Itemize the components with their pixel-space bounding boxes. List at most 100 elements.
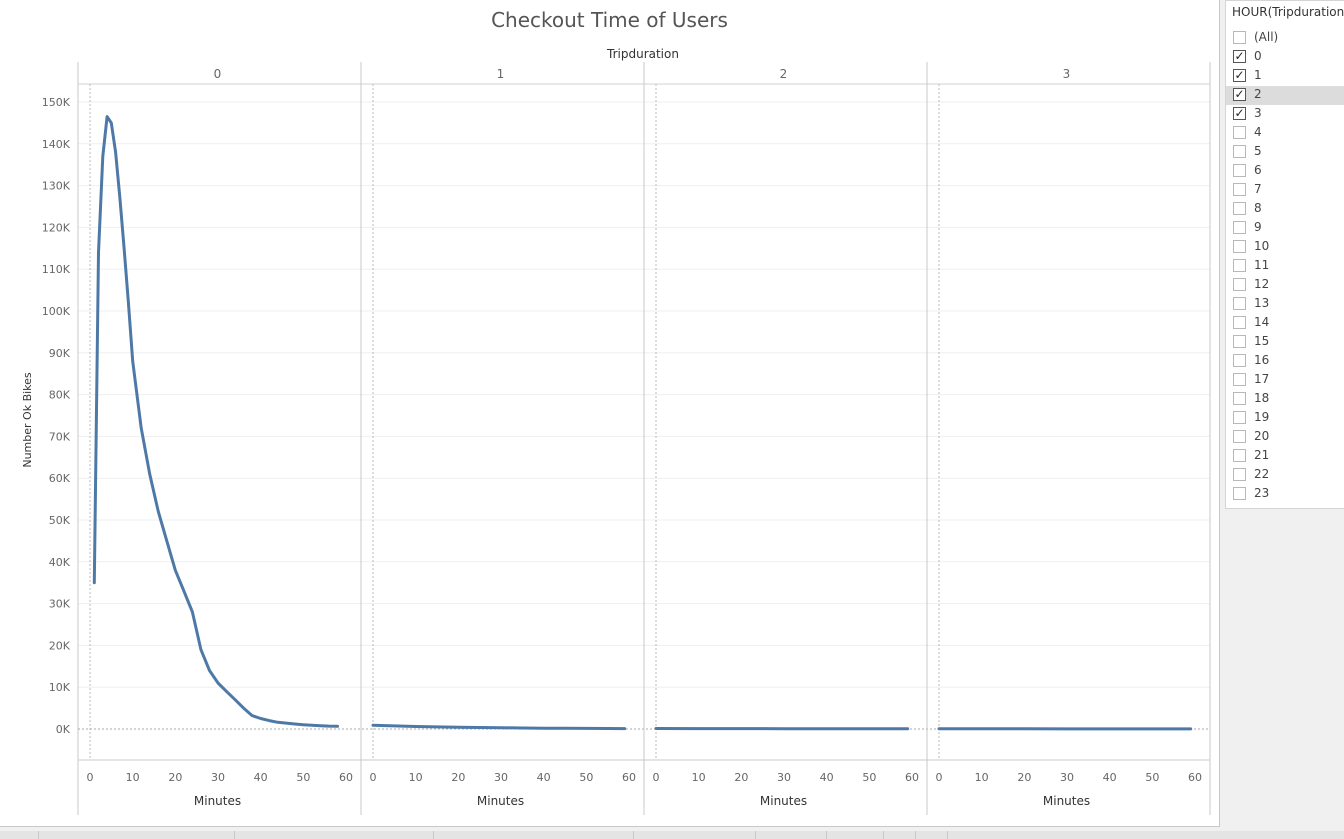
filter-item[interactable]: (All) <box>1226 29 1344 48</box>
filter-item[interactable]: 16 <box>1226 352 1344 371</box>
filter-item-label: 3 <box>1254 106 1262 120</box>
checkbox-unchecked[interactable] <box>1233 335 1246 348</box>
checkbox-unchecked[interactable] <box>1233 487 1246 500</box>
status-bar-divider <box>883 831 884 839</box>
x-tick-label: 50 <box>579 771 593 784</box>
checkbox-unchecked[interactable] <box>1233 411 1246 424</box>
x-tick-label: 60 <box>339 771 353 784</box>
checkbox-unchecked[interactable] <box>1233 430 1246 443</box>
checkbox-unchecked[interactable] <box>1233 316 1246 329</box>
x-axis-title: Minutes <box>477 794 524 808</box>
x-tick-label: 0 <box>87 771 94 784</box>
status-bar-divider <box>234 831 235 839</box>
filter-item[interactable]: ✓ 2 <box>1226 86 1344 105</box>
x-tick-label: 60 <box>622 771 636 784</box>
checkbox-unchecked[interactable] <box>1233 468 1246 481</box>
checkbox-unchecked[interactable] <box>1233 373 1246 386</box>
filter-item-label: 23 <box>1254 486 1270 500</box>
checkbox-unchecked[interactable] <box>1233 297 1246 310</box>
x-tick-label: 40 <box>1103 771 1117 784</box>
filter-item[interactable]: 19 <box>1226 409 1344 428</box>
checkbox-checked[interactable]: ✓ <box>1233 87 1246 101</box>
status-bar-divider <box>633 831 634 839</box>
y-tick-label: 0K <box>56 723 71 736</box>
checkbox-unchecked[interactable] <box>1233 354 1246 367</box>
status-bar-divider <box>38 831 39 839</box>
filter-item-label: 4 <box>1254 125 1262 139</box>
y-tick-label: 80K <box>49 389 71 402</box>
x-tick-label: 10 <box>975 771 989 784</box>
filter-item[interactable]: 17 <box>1226 371 1344 390</box>
filter-item[interactable]: ✓ 3 <box>1226 105 1344 124</box>
y-tick-label: 110K <box>42 263 71 276</box>
filter-item[interactable]: 12 <box>1226 276 1344 295</box>
filter-item-label: 1 <box>1254 68 1262 82</box>
filter-item[interactable]: ✓ 1 <box>1226 67 1344 86</box>
x-tick-label: 0 <box>936 771 943 784</box>
checkbox-unchecked[interactable] <box>1233 221 1246 234</box>
panel-header: 1 <box>497 67 505 81</box>
x-tick-label: 50 <box>862 771 876 784</box>
checkbox-unchecked[interactable] <box>1233 259 1246 272</box>
y-tick-label: 130K <box>42 180 71 193</box>
status-bar-divider <box>826 831 827 839</box>
filter-item-label: 21 <box>1254 448 1270 462</box>
x-axis-title: Minutes <box>1043 794 1090 808</box>
x-tick-label: 10 <box>692 771 706 784</box>
y-tick-label: 70K <box>49 430 71 443</box>
filter-item-label: 5 <box>1254 144 1262 158</box>
checkbox-checked[interactable]: ✓ <box>1233 68 1246 82</box>
filter-item[interactable]: 21 <box>1226 447 1344 466</box>
filter-item[interactable]: 11 <box>1226 257 1344 276</box>
filter-item[interactable]: 13 <box>1226 295 1344 314</box>
checkbox-unchecked[interactable] <box>1233 164 1246 177</box>
checkbox-unchecked[interactable] <box>1233 31 1246 44</box>
filter-item[interactable]: ✓ 0 <box>1226 48 1344 67</box>
filter-item[interactable]: 18 <box>1226 390 1344 409</box>
filter-item-label: 18 <box>1254 391 1270 405</box>
checkbox-unchecked[interactable] <box>1233 202 1246 215</box>
filter-item-label: 6 <box>1254 163 1262 177</box>
checkbox-checked[interactable]: ✓ <box>1233 106 1246 120</box>
filter-item[interactable]: 23 <box>1226 485 1344 504</box>
filter-item[interactable]: 10 <box>1226 238 1344 257</box>
column-header: Tripduration <box>606 47 679 61</box>
filter-item-label: 19 <box>1254 410 1270 424</box>
x-tick-label: 10 <box>126 771 140 784</box>
checkbox-unchecked[interactable] <box>1233 392 1246 405</box>
y-tick-label: 30K <box>49 598 71 611</box>
checkbox-unchecked[interactable] <box>1233 240 1246 253</box>
filter-item[interactable]: 4 <box>1226 124 1344 143</box>
filter-item[interactable]: 15 <box>1226 333 1344 352</box>
x-tick-label: 50 <box>1145 771 1159 784</box>
checkbox-unchecked[interactable] <box>1233 183 1246 196</box>
x-tick-label: 40 <box>820 771 834 784</box>
filter-item-label: 13 <box>1254 296 1270 310</box>
filter-item[interactable]: 5 <box>1226 143 1344 162</box>
checkbox-unchecked[interactable] <box>1233 145 1246 158</box>
x-tick-label: 60 <box>1188 771 1202 784</box>
filter-item[interactable]: 6 <box>1226 162 1344 181</box>
filter-item[interactable]: 7 <box>1226 181 1344 200</box>
worksheet-view: Checkout Time of Users Tripduration 0K 10K… <box>0 0 1220 827</box>
filter-item[interactable]: 8 <box>1226 200 1344 219</box>
filter-item-label: 16 <box>1254 353 1270 367</box>
filter-item[interactable]: 9 <box>1226 219 1344 238</box>
x-tick-label: 60 <box>905 771 919 784</box>
filter-item[interactable]: 20 <box>1226 428 1344 447</box>
x-tick-label: 20 <box>734 771 748 784</box>
y-tick-label: 120K <box>42 221 71 234</box>
x-tick-label: 30 <box>211 771 225 784</box>
checkbox-checked[interactable]: ✓ <box>1233 49 1246 63</box>
y-tick-label: 40K <box>49 556 71 569</box>
chart-title: Checkout Time of Users <box>491 8 728 32</box>
x-tick-label: 30 <box>494 771 508 784</box>
filter-item[interactable]: 22 <box>1226 466 1344 485</box>
panel-header: 2 <box>780 67 788 81</box>
filter-item-label: 8 <box>1254 201 1262 215</box>
checkbox-unchecked[interactable] <box>1233 449 1246 462</box>
checkbox-unchecked[interactable] <box>1233 278 1246 291</box>
checkbox-unchecked[interactable] <box>1233 126 1246 139</box>
filter-item-label: 7 <box>1254 182 1262 196</box>
filter-item[interactable]: 14 <box>1226 314 1344 333</box>
